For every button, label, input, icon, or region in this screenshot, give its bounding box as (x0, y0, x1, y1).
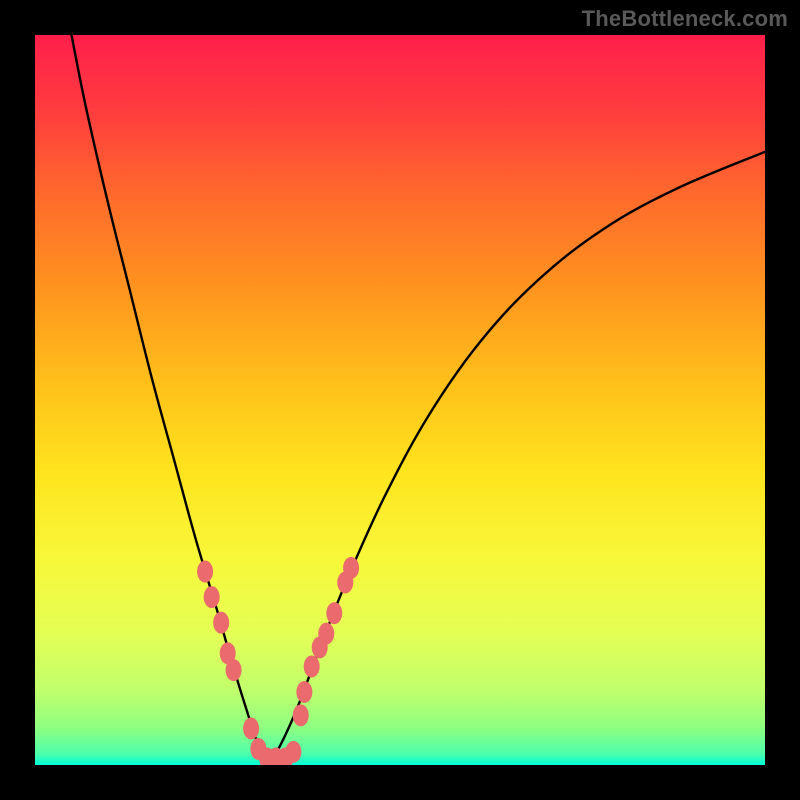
scatter-point (226, 659, 242, 681)
scatter-point (326, 602, 342, 624)
chart-frame: TheBottleneck.com (0, 0, 800, 800)
scatter-point (213, 612, 229, 634)
scatter-point (293, 704, 309, 726)
scatter-point (197, 561, 213, 583)
scatter-point (296, 681, 312, 703)
scatter-point (318, 623, 334, 645)
scatter-point (204, 586, 220, 608)
scatter-point (285, 741, 301, 763)
scatter-point (343, 557, 359, 579)
gradient-background (35, 35, 765, 765)
scatter-point (243, 718, 259, 740)
plot-svg (35, 35, 765, 765)
plot-area (35, 35, 765, 765)
scatter-point (304, 655, 320, 677)
watermark-text: TheBottleneck.com (582, 6, 788, 32)
